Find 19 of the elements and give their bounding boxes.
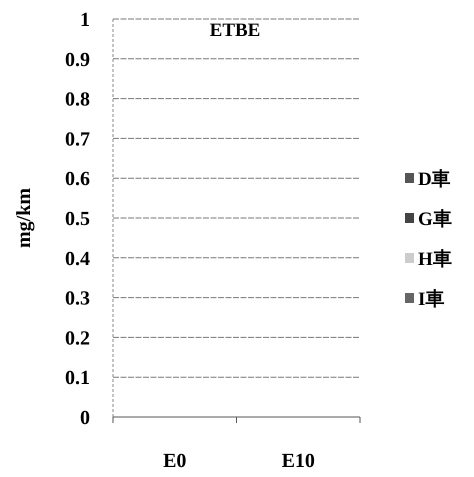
y-tick-label: 0.7 (65, 128, 90, 150)
legend-label: D車 (418, 168, 451, 190)
y-tick-label: 0.8 (65, 88, 90, 111)
legend-label: G車 (418, 208, 452, 230)
chart-title: ETBE (210, 20, 260, 41)
y-tick-label: 1 (80, 9, 90, 31)
y-axis-title: mg/km (13, 188, 35, 248)
y-tick-label: 0.3 (65, 288, 90, 310)
y-tick-label: 0.2 (65, 327, 90, 350)
y-tick-label: 0.9 (65, 48, 90, 71)
x-tick-label: E0 (163, 450, 186, 472)
x-tick-label: E10 (282, 450, 315, 472)
y-tick-label: 0 (80, 407, 90, 429)
y-tick-label: 0.4 (65, 248, 90, 270)
y-tick-label: 0.1 (65, 367, 90, 390)
y-tick-label: 0.6 (65, 168, 90, 190)
legend-label: I車 (418, 288, 444, 310)
legend-label: H車 (418, 248, 452, 270)
y-tick-label: 0.5 (65, 208, 90, 230)
